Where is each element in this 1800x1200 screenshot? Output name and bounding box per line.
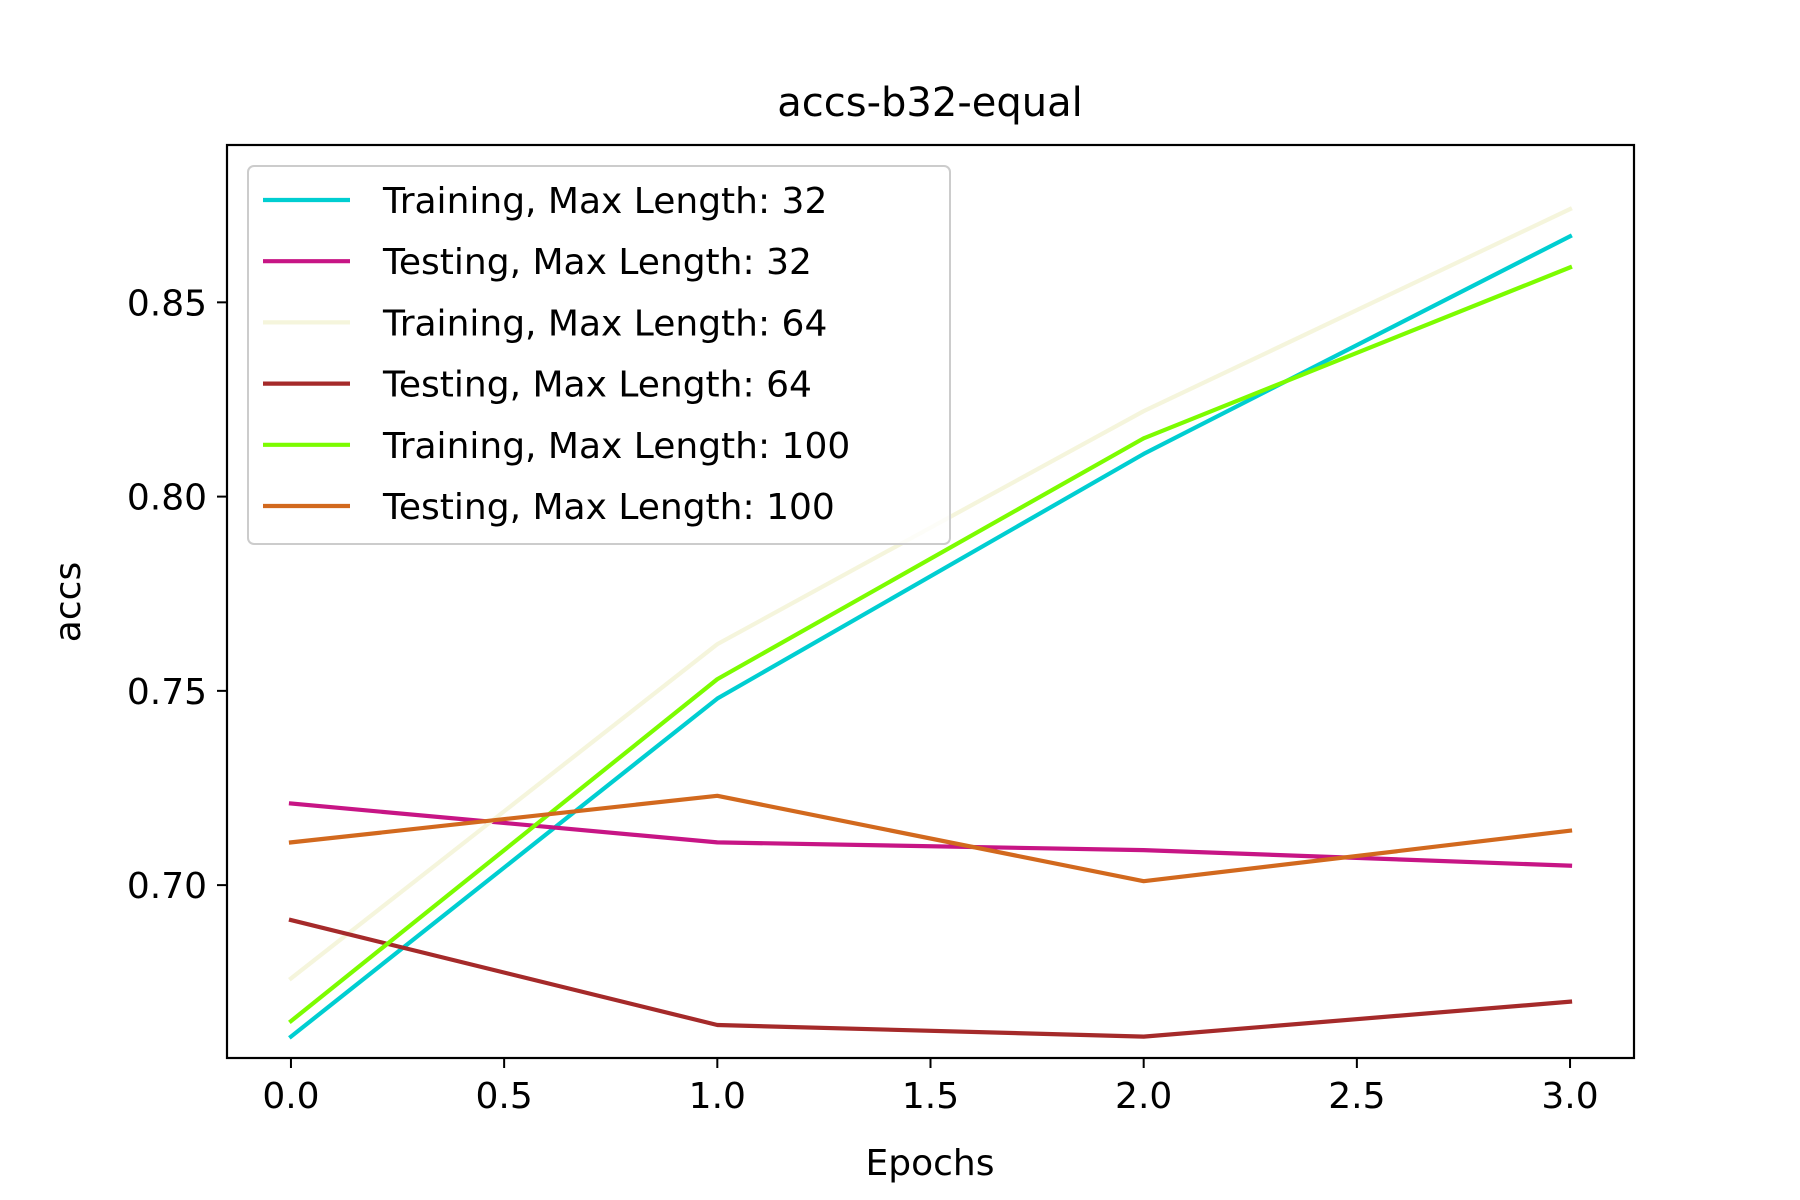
x-axis-label: Epochs bbox=[866, 1143, 995, 1184]
legend-label: Testing, Max Length: 32 bbox=[382, 242, 812, 283]
legend-label: Testing, Max Length: 100 bbox=[382, 487, 835, 528]
legend-label: Training, Max Length: 64 bbox=[382, 303, 827, 344]
series-line-0 bbox=[288, 233, 1573, 1040]
x-tick-label: 2.0 bbox=[1115, 1076, 1172, 1117]
series-line-4 bbox=[288, 264, 1573, 1025]
legend: Training, Max Length: 32 Testing, Max Len… bbox=[247, 165, 951, 545]
chart-title: accs-b32-equal bbox=[777, 80, 1082, 126]
y-tick-label: 0.85 bbox=[127, 283, 207, 324]
x-tick-label: 1.5 bbox=[902, 1076, 959, 1117]
y-tick-label: 0.70 bbox=[127, 866, 207, 907]
x-axis-ticks: 0.0 0.5 1.0 1.5 2.0 2.5 3.0 bbox=[262, 1058, 1599, 1117]
series-line-5 bbox=[288, 793, 1573, 884]
x-tick-label: 1.0 bbox=[689, 1076, 746, 1117]
x-tick-label: 0.5 bbox=[476, 1076, 533, 1117]
series-line-3 bbox=[288, 917, 1573, 1039]
x-tick-label: 3.0 bbox=[1541, 1076, 1598, 1117]
legend-label: Training, Max Length: 100 bbox=[382, 426, 850, 467]
y-tick-label: 0.80 bbox=[127, 478, 207, 519]
y-axis-ticks: 0.70 0.75 0.80 0.85 bbox=[127, 283, 227, 907]
legend-box bbox=[247, 165, 951, 545]
legend-label: Testing, Max Length: 64 bbox=[382, 365, 812, 406]
x-tick-label: 2.5 bbox=[1328, 1076, 1385, 1117]
y-tick-label: 0.75 bbox=[127, 672, 207, 713]
y-axis-label: accs bbox=[48, 562, 89, 642]
x-tick-label: 0.0 bbox=[262, 1076, 319, 1117]
legend-label: Training, Max Length: 32 bbox=[382, 181, 827, 222]
